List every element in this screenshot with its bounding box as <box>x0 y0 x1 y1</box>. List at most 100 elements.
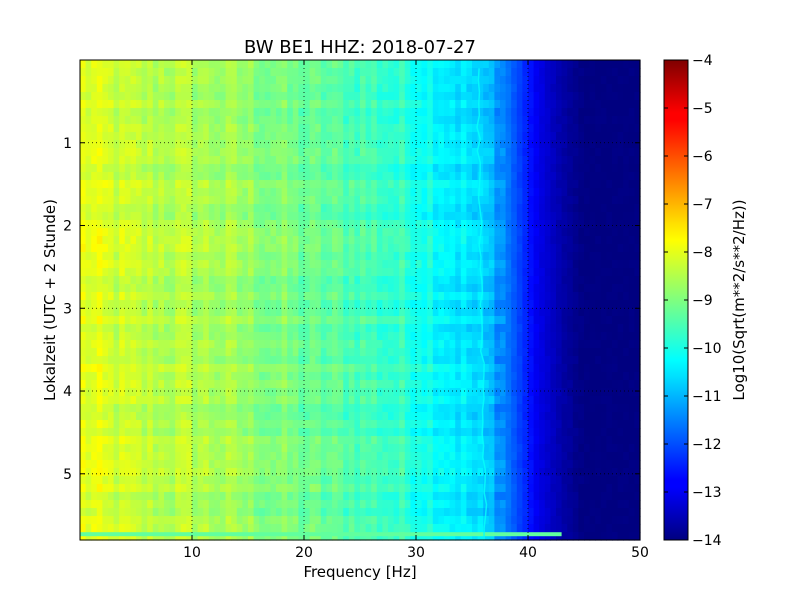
heatmap-cell <box>488 412 495 421</box>
heatmap-cell <box>136 140 143 149</box>
heatmap-cell <box>169 364 176 373</box>
heatmap-cell <box>606 100 613 109</box>
heatmap-cell <box>466 68 473 77</box>
heatmap-cell <box>332 372 339 381</box>
heatmap-cell <box>505 180 512 189</box>
heatmap-cell <box>332 388 339 397</box>
heatmap-cell <box>85 292 92 301</box>
heatmap-cell <box>516 220 523 229</box>
heatmap-cell <box>186 148 193 157</box>
heatmap-cell <box>528 68 535 77</box>
heatmap-cell <box>119 212 126 221</box>
heatmap-cell <box>292 164 299 173</box>
heatmap-cell <box>119 68 126 77</box>
heatmap-cell <box>292 356 299 365</box>
heatmap-cell <box>600 364 607 373</box>
heatmap-cell <box>567 212 574 221</box>
heatmap-cell <box>494 236 501 245</box>
heatmap-cell <box>208 212 215 221</box>
heatmap-cell <box>91 156 98 165</box>
heatmap-cell <box>477 108 484 117</box>
heatmap-cell <box>326 204 333 213</box>
heatmap-cell <box>348 412 355 421</box>
heatmap-cell <box>388 92 395 101</box>
heatmap-cell <box>231 60 238 69</box>
heatmap-cell <box>348 84 355 93</box>
heatmap-cell <box>444 92 451 101</box>
heatmap-cell <box>152 316 159 325</box>
heatmap-cell <box>522 268 529 277</box>
heatmap-cell <box>130 300 137 309</box>
heatmap-cell <box>584 220 591 229</box>
heatmap-cell <box>152 308 159 317</box>
heatmap-cell <box>399 436 406 445</box>
heatmap-cell <box>455 124 462 133</box>
heatmap-cell <box>455 428 462 437</box>
heatmap-cell <box>158 164 165 173</box>
heatmap-cell <box>539 76 546 85</box>
heatmap-cell <box>449 92 456 101</box>
heatmap-cell <box>600 372 607 381</box>
heatmap-cell <box>522 228 529 237</box>
heatmap-cell <box>612 140 619 149</box>
heatmap-cell <box>80 388 87 397</box>
heatmap-cell <box>561 244 568 253</box>
heatmap-cell <box>376 140 383 149</box>
heatmap-cell <box>516 260 523 269</box>
heatmap-cell <box>421 412 428 421</box>
heatmap-cell <box>192 332 199 341</box>
heatmap-cell <box>225 164 232 173</box>
heatmap-cell <box>264 300 271 309</box>
heatmap-cell <box>449 412 456 421</box>
heatmap-cell <box>494 156 501 165</box>
heatmap-cell <box>600 404 607 413</box>
heatmap-cell <box>175 388 182 397</box>
heatmap-cell <box>511 60 518 69</box>
heatmap-cell <box>522 324 529 333</box>
heatmap-cell <box>276 332 283 341</box>
heatmap-cell <box>96 60 103 69</box>
heatmap-cell <box>152 212 159 221</box>
heatmap-cell <box>556 204 563 213</box>
heatmap-cell <box>500 396 507 405</box>
heatmap-cell <box>287 452 294 461</box>
heatmap-cell <box>304 100 311 109</box>
heatmap-cell <box>113 436 120 445</box>
heatmap-cell <box>539 340 546 349</box>
heatmap-cell <box>141 380 148 389</box>
heatmap-cell <box>220 404 227 413</box>
heatmap-cell <box>309 364 316 373</box>
heatmap-cell <box>96 164 103 173</box>
heatmap-cell <box>511 292 518 301</box>
heatmap-cell <box>108 92 115 101</box>
heatmap-cell <box>617 108 624 117</box>
heatmap-cell <box>376 276 383 285</box>
heatmap-cell <box>494 220 501 229</box>
heatmap-cell <box>108 372 115 381</box>
heatmap-cell <box>432 436 439 445</box>
heatmap-cell <box>460 308 467 317</box>
heatmap-cell <box>584 100 591 109</box>
heatmap-cell <box>348 204 355 213</box>
heatmap-cell <box>337 236 344 245</box>
heatmap-cell <box>152 340 159 349</box>
heatmap-cell <box>343 276 350 285</box>
heatmap-cell <box>141 388 148 397</box>
heatmap-cell <box>427 124 434 133</box>
heatmap-cell <box>404 348 411 357</box>
heatmap-cell <box>567 100 574 109</box>
heatmap-cell <box>606 260 613 269</box>
heatmap-cell <box>292 300 299 309</box>
heatmap-cell <box>567 244 574 253</box>
heatmap-cell <box>360 340 367 349</box>
heatmap-cell <box>169 108 176 117</box>
heatmap-cell <box>225 252 232 261</box>
heatmap-cell <box>248 444 255 453</box>
heatmap-cell <box>572 92 579 101</box>
heatmap-cell <box>416 212 423 221</box>
heatmap-cell <box>253 308 260 317</box>
heatmap-cell <box>584 228 591 237</box>
heatmap-cell <box>572 204 579 213</box>
heatmap-cell <box>80 148 87 157</box>
heatmap-cell <box>416 172 423 181</box>
